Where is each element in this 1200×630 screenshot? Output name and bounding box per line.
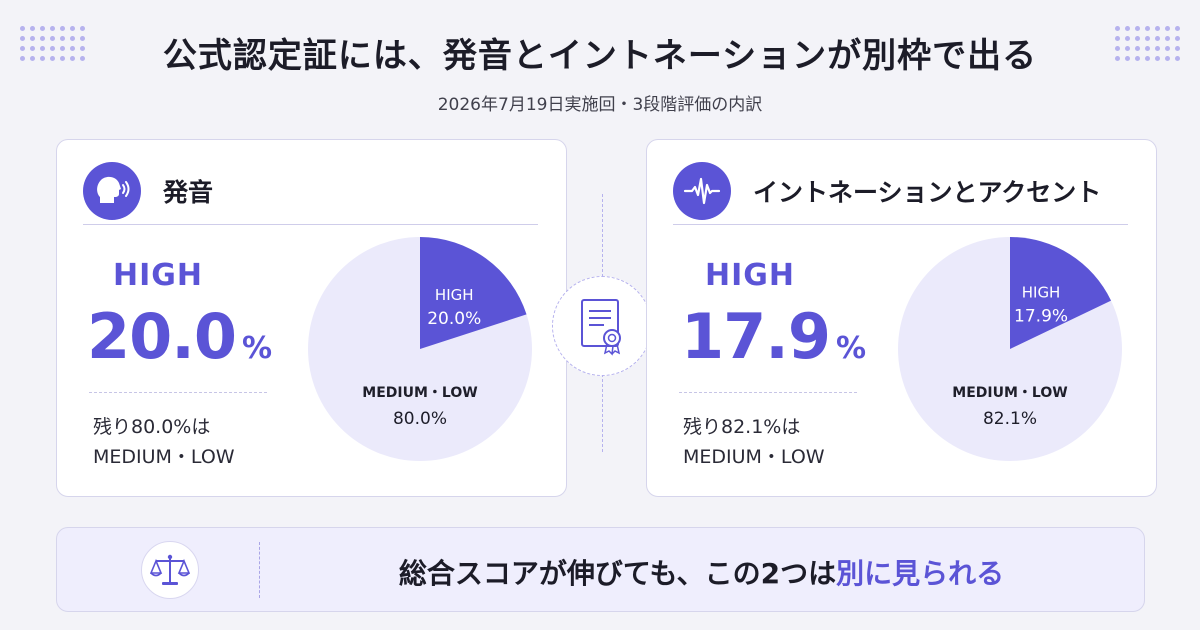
- card-title: イントネーションとアクセント: [753, 178, 1102, 207]
- banner-divider: [259, 542, 260, 598]
- decorative-dots-right: [1115, 26, 1180, 61]
- pie-label-rest-value: 82.1%: [983, 409, 1037, 429]
- remaining-note: 残り82.1%は MEDIUM・LOW: [683, 412, 825, 472]
- pie-label-rest-value: 80.0%: [393, 409, 447, 429]
- pie-label-high-value: 20.0%: [427, 309, 481, 329]
- dotted-divider: [679, 392, 857, 393]
- banner-text-main: 総合スコアが伸びても、この2つは: [398, 557, 837, 590]
- speaking-head-icon: [83, 162, 141, 220]
- pie-label-high-value: 17.9%: [1014, 307, 1068, 327]
- remaining-line-1: 残り82.1%は: [683, 416, 801, 438]
- pie-slice-high: [420, 237, 527, 349]
- high-value: 17.9%: [681, 300, 866, 373]
- intonation-card: イントネーションとアクセント HIGH 17.9% 残り82.1%は MEDIU…: [646, 139, 1157, 497]
- header-divider: [673, 224, 1128, 225]
- waveform-icon: [673, 162, 731, 220]
- summary-banner: 総合スコアが伸びても、この2つは別に見られる: [56, 527, 1145, 612]
- high-value: 20.0%: [87, 300, 272, 373]
- pronunciation-card: 発音 HIGH 20.0% 残り80.0%は MEDIUM・LOW HIGH 20…: [56, 139, 567, 497]
- remaining-line-2: MEDIUM・LOW: [683, 446, 825, 468]
- certificate-icon: [552, 276, 652, 376]
- pronunciation-pie-chart: HIGH 20.0% MEDIUM・LOW 80.0%: [308, 237, 532, 461]
- remaining-line-2: MEDIUM・LOW: [93, 446, 235, 468]
- high-label: HIGH: [113, 258, 204, 293]
- pie-label-high-category: HIGH: [1022, 284, 1061, 302]
- pie-label-high-category: HIGH: [435, 286, 474, 304]
- pie-label-rest-category: MEDIUM・LOW: [362, 385, 477, 401]
- card-header: 発音: [83, 162, 213, 220]
- high-label: HIGH: [705, 258, 796, 293]
- percent-sign: %: [835, 331, 866, 366]
- header-divider: [83, 224, 538, 225]
- dotted-divider: [89, 392, 267, 393]
- pie-label-rest-category: MEDIUM・LOW: [952, 385, 1067, 401]
- high-number: 20.0: [87, 300, 237, 373]
- intonation-pie-chart: HIGH 17.9% MEDIUM・LOW 82.1%: [898, 237, 1122, 461]
- high-number: 17.9: [681, 300, 831, 373]
- banner-message: 総合スコアが伸びても、この2つは別に見られる: [259, 552, 1144, 592]
- decorative-dots-left: [20, 26, 85, 61]
- percent-sign: %: [241, 331, 272, 366]
- page-subtitle: 2026年7月19日実施回・3段階評価の内訳: [437, 95, 763, 115]
- card-header: イントネーションとアクセント: [673, 162, 1101, 220]
- remaining-line-1: 残り80.0%は: [93, 416, 211, 438]
- banner-text-accent: 別に見られる: [836, 557, 1005, 590]
- remaining-note: 残り80.0%は MEDIUM・LOW: [93, 412, 235, 472]
- page-title: 公式認定証には、発音とイントネーションが別枠で出る: [162, 36, 1038, 76]
- pie-slice-high: [1010, 237, 1112, 349]
- balance-scale-icon: [141, 541, 199, 599]
- card-title: 発音: [163, 178, 214, 207]
